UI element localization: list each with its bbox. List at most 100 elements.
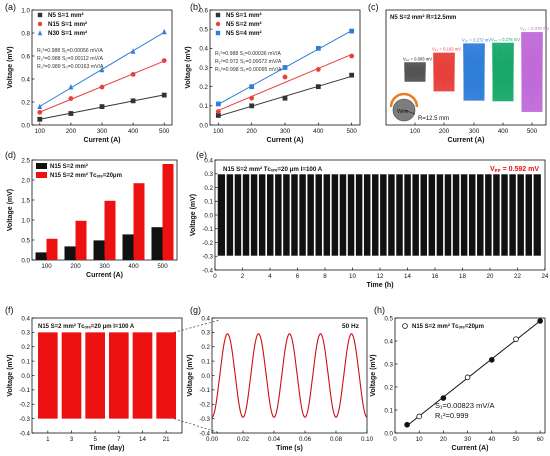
signal-block — [156, 332, 176, 419]
y-tick-label: 2.5 — [21, 157, 30, 164]
y-tick-label: -0.4 — [202, 267, 213, 274]
frequency-label: 50 Hz — [342, 323, 360, 330]
x-tick-label: 500 — [527, 128, 538, 135]
y-tick-label: 0.1 — [201, 358, 210, 365]
data-point — [282, 95, 288, 101]
data-point — [315, 45, 321, 51]
legend-label: N30 S=1 mm² — [48, 30, 87, 37]
x-tick-label: 20 — [487, 273, 494, 280]
data-point — [215, 113, 221, 118]
data-point — [130, 48, 136, 54]
x-tick-label: 20 — [440, 436, 447, 443]
data-point — [215, 101, 221, 107]
x-tick-label: 0.04 — [268, 436, 281, 443]
data-point — [37, 116, 43, 122]
x-axis-label: Current (A) — [448, 137, 485, 144]
y-tick-label: -0.3 — [199, 416, 210, 423]
data-point — [282, 65, 288, 70]
y-tick-label: 0.6 — [199, 7, 208, 14]
x-tick-label: 100 — [35, 128, 46, 135]
signal-block — [132, 332, 153, 419]
burst-fill — [404, 62, 426, 82]
y-tick-label: 0.5 — [384, 315, 393, 322]
data-point — [215, 21, 221, 27]
data-point — [349, 28, 355, 34]
panel-label: (b) — [190, 2, 201, 12]
data-point — [99, 66, 105, 73]
x-tick-label: 21 — [163, 436, 170, 443]
bar — [75, 220, 87, 260]
y-tick-label: 0.0 — [204, 212, 213, 219]
fit-annotation: R₃²=0.989 S₃=0.00163 mV/A — [37, 64, 104, 70]
y-tick-label: 0.0 — [21, 122, 30, 129]
x-axis-label: Current (A) — [84, 137, 121, 144]
x-axis-label: Current (A) — [86, 272, 123, 279]
data-point — [249, 103, 255, 109]
x-tick-label: 12 — [377, 273, 384, 280]
legend-label: N15 S=1 mm² — [48, 21, 87, 28]
panel-title: N5 S=2 mm² R=12.5mm — [390, 14, 456, 21]
legend-label: N5 S=1 mm² — [226, 12, 262, 19]
vpp-label: Vₚₚ = 0.592 mV — [490, 166, 539, 173]
x-axis-label: Current (A) — [452, 445, 489, 452]
x-tick-label: 100 — [213, 128, 224, 135]
x-tick-label: 3 — [70, 436, 74, 443]
y-tick-label: 0.3 — [199, 65, 208, 72]
y-tick-label: 0.8 — [21, 30, 30, 37]
data-point — [249, 95, 255, 101]
panel-g: (g) -0.4 -0.3 -0.2 -0.1 0.0 0.1 0.2 0.3 0.4 0.00 0.… — [187, 305, 374, 452]
x-tick-label: 18 — [459, 273, 466, 280]
legend-label: N5 S=1 mm² — [48, 12, 84, 19]
bar — [64, 246, 76, 260]
data-point — [99, 104, 105, 109]
y-tick-label: 0.3 — [384, 361, 393, 368]
y-axis-label: Voltage (mV) — [187, 354, 194, 396]
data-point — [68, 111, 74, 116]
x-tick-label: 300 — [97, 128, 108, 135]
x-tick-label: 0.06 — [299, 436, 312, 443]
signal-block — [61, 332, 82, 419]
y-tick-label: 0.6 — [21, 53, 30, 60]
y-tick-label: 0.1 — [204, 199, 213, 206]
data-point — [37, 103, 43, 109]
y-tick-label: -0.2 — [199, 402, 210, 409]
y-tick-label: 0.2 — [384, 384, 393, 391]
data-point — [488, 357, 495, 363]
x-tick-label: 500 — [347, 128, 358, 135]
y-tick-label: 0.2 — [204, 185, 213, 192]
panel-b: (b) 0.0 0.1 0.2 0.3 0.4 0.5 0.6 100 200 300 400 500 C… — [185, 2, 361, 144]
fit-annotation: S₁=0.00823 mV/A — [435, 401, 494, 410]
x-tick-label: 300 — [469, 128, 480, 135]
x-tick-label: 60 — [537, 436, 544, 443]
y-tick-label: 1.0 — [21, 7, 30, 14]
y-tick-label: 0.0 — [21, 257, 30, 264]
x-tick-label: 30 — [464, 436, 471, 443]
inset-radius-label: R=12.5 mm — [418, 116, 449, 122]
bar — [162, 164, 174, 260]
y-tick-label: 0.0 — [384, 430, 393, 437]
x-tick-label: 8 — [323, 273, 327, 280]
x-tick-label: 300 — [280, 128, 291, 135]
data-point — [130, 72, 136, 77]
fit-line — [218, 54, 352, 111]
data-point — [161, 92, 167, 98]
legend-label: N15 S=2 mm² — [50, 163, 88, 170]
data-point — [349, 53, 355, 59]
panel-label: (h) — [374, 305, 385, 315]
x-axis-label: Time (day) — [90, 445, 125, 452]
y-axis-label: Voltage (mV) — [7, 189, 14, 231]
signal-block — [38, 332, 58, 419]
x-axis-label: Time (h) — [366, 282, 393, 289]
sine-trace — [211, 333, 368, 418]
bar — [151, 227, 163, 260]
legend-label: N5 S=4 mm² — [226, 30, 262, 37]
y-tick-label: 0.4 — [204, 157, 213, 164]
x-tick-label: 0 — [213, 273, 217, 280]
y-tick-label: 0.4 — [21, 76, 30, 83]
zoom-connector — [173, 418, 221, 434]
x-tick-label: 500 — [157, 263, 168, 270]
x-tick-label: 14 — [139, 436, 146, 443]
x-tick-label: 50 — [513, 436, 520, 443]
y-tick-label: 2.0 — [21, 177, 30, 184]
